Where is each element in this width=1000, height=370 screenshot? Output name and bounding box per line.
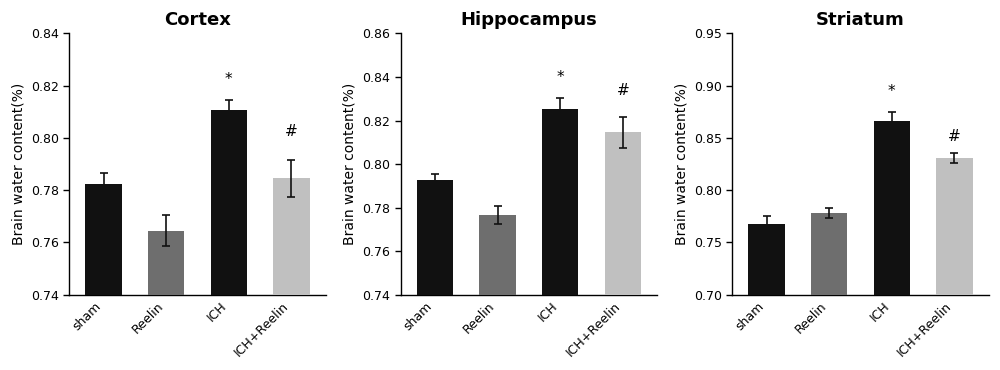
Bar [748,223,785,295]
Bar [874,121,910,295]
Bar [148,231,184,295]
Bar [605,132,641,295]
Y-axis label: Brain water content(%): Brain water content(%) [11,83,25,245]
Y-axis label: Brain water content(%): Brain water content(%) [674,83,688,245]
Text: #: # [285,124,298,139]
Title: Cortex: Cortex [164,11,231,29]
Title: Striatum: Striatum [816,11,905,29]
Bar [273,178,310,295]
Bar [417,180,453,295]
Y-axis label: Brain water content(%): Brain water content(%) [343,83,357,245]
Text: *: * [888,84,896,99]
Bar [811,213,847,295]
Bar [936,158,973,295]
Text: *: * [556,70,564,85]
Text: #: # [948,129,961,144]
Bar [85,184,122,295]
Bar [542,108,578,295]
Bar [211,111,247,295]
Text: *: * [225,72,233,87]
Text: #: # [617,83,629,98]
Title: Hippocampus: Hippocampus [461,11,597,29]
Bar [479,215,516,295]
